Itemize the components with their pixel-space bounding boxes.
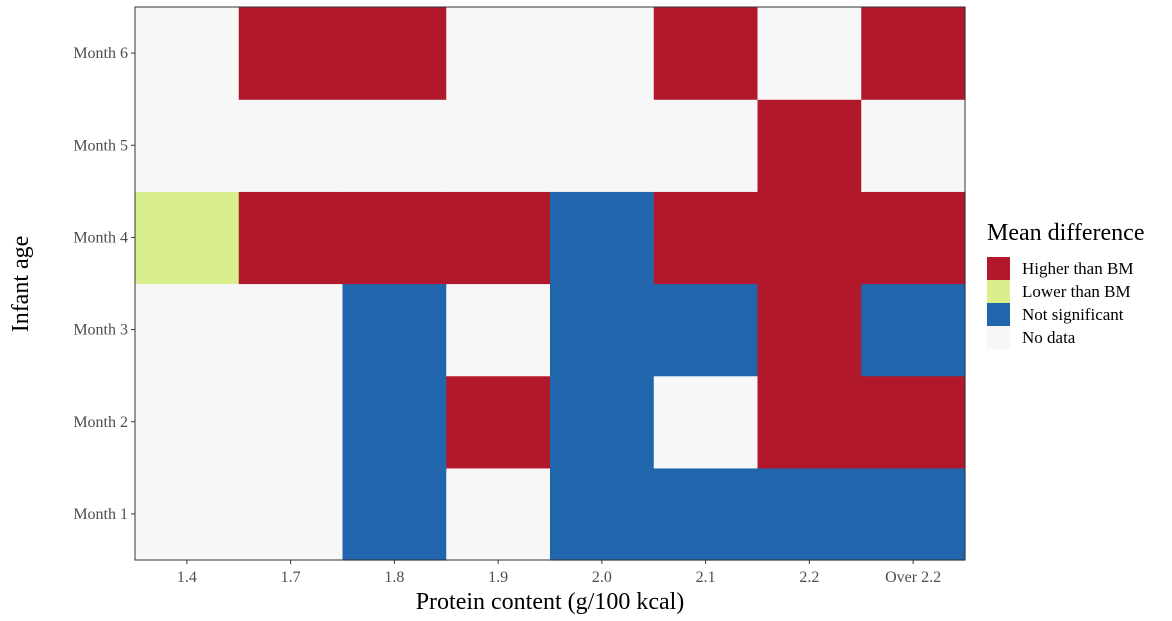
heatmap-cell	[757, 99, 862, 192]
heatmap-cell	[342, 375, 447, 469]
legend: Mean difference Higher than BM Lower than…	[987, 220, 1144, 349]
legend-label: Higher than BM	[1022, 259, 1133, 278]
heatmap-cell	[135, 375, 240, 469]
heatmap-cell	[342, 191, 447, 285]
y-tick-label: Month 3	[73, 322, 128, 339]
y-axis-ticks: Month 1 Month 2 Month 3 Month 4 Month 5 Month…	[73, 45, 135, 523]
x-axis-ticks: 1.4 1.7 1.8 1.9 2.0 2.1 2.2 Over 2.2	[177, 560, 941, 586]
heatmap-cell	[550, 191, 655, 285]
heatmap-cells	[135, 7, 966, 561]
heatmap-cell	[446, 191, 551, 285]
heatmap-cell	[653, 283, 759, 377]
heatmap-cell	[342, 7, 447, 100]
x-tick-label: Over 2.2	[885, 569, 941, 586]
heatmap-cell	[550, 99, 655, 192]
legend-swatch	[987, 326, 1010, 349]
heatmap-cell	[238, 99, 344, 192]
heatmap-cell	[446, 283, 551, 377]
heatmap-cell	[446, 467, 551, 561]
heatmap-cell	[861, 99, 966, 192]
heatmap-cell	[757, 283, 862, 377]
x-tick-label: 1.4	[177, 569, 197, 586]
heatmap-cell	[550, 375, 655, 469]
heatmap-cell	[861, 7, 966, 100]
heatmap-cell	[238, 283, 344, 377]
panel-border	[134, 6, 966, 561]
heatmap-cell	[861, 375, 966, 469]
heatmap-cell	[135, 283, 240, 377]
legend-label: Not significant	[1022, 305, 1124, 324]
y-tick-label: Month 1	[73, 506, 128, 523]
heatmap-cell	[550, 467, 655, 561]
heatmap-cell	[446, 375, 551, 469]
heatmap-cell	[342, 283, 447, 377]
x-tick-label: 2.0	[592, 569, 612, 586]
heatmap-cell	[135, 467, 240, 561]
heatmap-cell	[238, 191, 344, 285]
y-tick-label: Month 2	[73, 414, 128, 431]
x-axis-title: Protein content (g/100 kcal)	[416, 589, 685, 615]
legend-swatch	[987, 280, 1010, 303]
heatmap-cell	[238, 375, 344, 469]
legend-swatch	[987, 303, 1010, 326]
x-tick-label: 2.2	[799, 569, 819, 586]
heatmap-cell	[861, 283, 966, 377]
heatmap-cell	[757, 7, 862, 100]
heatmap-cell	[653, 7, 759, 100]
heatmap-cell	[861, 191, 966, 285]
legend-label: No data	[1022, 328, 1076, 347]
heatmap-cell	[342, 99, 447, 192]
x-tick-label: 1.7	[281, 569, 301, 586]
y-tick-label: Month 6	[73, 45, 128, 62]
heatmap-cell	[653, 99, 759, 192]
heatmap-cell	[653, 191, 759, 285]
y-tick-label: Month 4	[73, 229, 128, 246]
heatmap-cell	[550, 7, 655, 100]
heatmap-cell	[135, 99, 240, 192]
heatmap-cell	[342, 467, 447, 561]
x-tick-label: 2.1	[696, 569, 716, 586]
legend-label: Lower than BM	[1022, 282, 1131, 301]
legend-title: Mean difference	[987, 220, 1144, 246]
heatmap-cell	[757, 375, 862, 469]
x-tick-label: 1.8	[384, 569, 404, 586]
heatmap-cell	[135, 7, 240, 100]
heatmap-cell	[757, 191, 862, 285]
heatmap-cell	[446, 99, 551, 192]
heatmap-cell	[238, 467, 344, 561]
heatmap-cell	[135, 191, 240, 285]
x-tick-label: 1.9	[488, 569, 508, 586]
y-tick-label: Month 5	[73, 137, 128, 154]
heatmap-cell	[446, 7, 551, 100]
heatmap-cell	[757, 467, 862, 561]
heatmap-cell	[653, 375, 759, 469]
y-axis-title: Infant age	[8, 236, 34, 333]
legend-swatch	[987, 257, 1010, 280]
heatmap-cell	[861, 467, 966, 561]
heatmap-cell	[653, 467, 759, 561]
heatmap-cell	[238, 7, 344, 100]
heatmap-cell	[550, 283, 655, 377]
